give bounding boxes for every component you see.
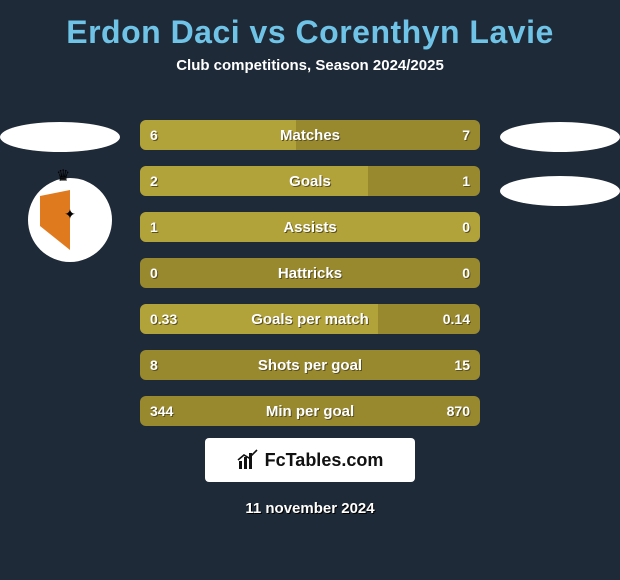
stat-row: 344 870Min per goal <box>140 396 480 426</box>
stat-row: 8 15Shots per goal <box>140 350 480 380</box>
subtitle: Club competitions, Season 2024/2025 <box>0 57 620 96</box>
stat-row: 67Matches <box>140 120 480 150</box>
page-title: Erdon Daci vs Corenthyn Lavie <box>0 0 620 57</box>
stat-label: Hattricks <box>140 258 480 288</box>
brand-badge: FcTables.com <box>205 438 415 482</box>
stat-fill-left <box>140 120 296 150</box>
stat-row: 21Goals <box>140 166 480 196</box>
stat-row: 10Assists <box>140 212 480 242</box>
stat-value-left: 2 <box>150 166 158 196</box>
stat-value-right: 0 <box>462 212 470 242</box>
stat-value-left: 6 <box>150 120 158 150</box>
crest-emblem-icon: ✦ <box>60 206 80 226</box>
crown-icon: ♛ <box>56 166 70 186</box>
stats-bars: 67Matches21Goals10Assists00Hattricks0.33… <box>140 120 480 442</box>
team-badge-left <box>0 122 120 152</box>
team-crest-left: ✦ <box>28 178 112 262</box>
stat-value-left: 344 <box>150 396 173 426</box>
chart-icon <box>237 449 259 471</box>
stat-value-right: 15 <box>454 350 470 380</box>
stat-value-right: 0.14 <box>443 304 470 334</box>
team-badge-right-1 <box>500 122 620 152</box>
stat-value-left: 0.33 <box>150 304 177 334</box>
stat-value-right: 1 <box>462 166 470 196</box>
stat-value-left: 0 <box>150 258 158 288</box>
stat-label: Shots per goal <box>140 350 480 380</box>
stat-fill-left <box>140 212 405 242</box>
stat-value-right: 870 <box>447 396 470 426</box>
stat-label: Min per goal <box>140 396 480 426</box>
date-text: 11 november 2024 <box>0 500 620 517</box>
stat-row: 0.330.14Goals per match <box>140 304 480 334</box>
stat-fill-left <box>140 166 368 196</box>
stat-value-left: 1 <box>150 212 158 242</box>
brand-text: FcTables.com <box>265 450 384 471</box>
stat-value-right: 0 <box>462 258 470 288</box>
stat-value-left: 8 <box>150 350 158 380</box>
stat-value-right: 7 <box>462 120 470 150</box>
stat-row: 0 0Hattricks <box>140 258 480 288</box>
team-badge-right-2 <box>500 176 620 206</box>
